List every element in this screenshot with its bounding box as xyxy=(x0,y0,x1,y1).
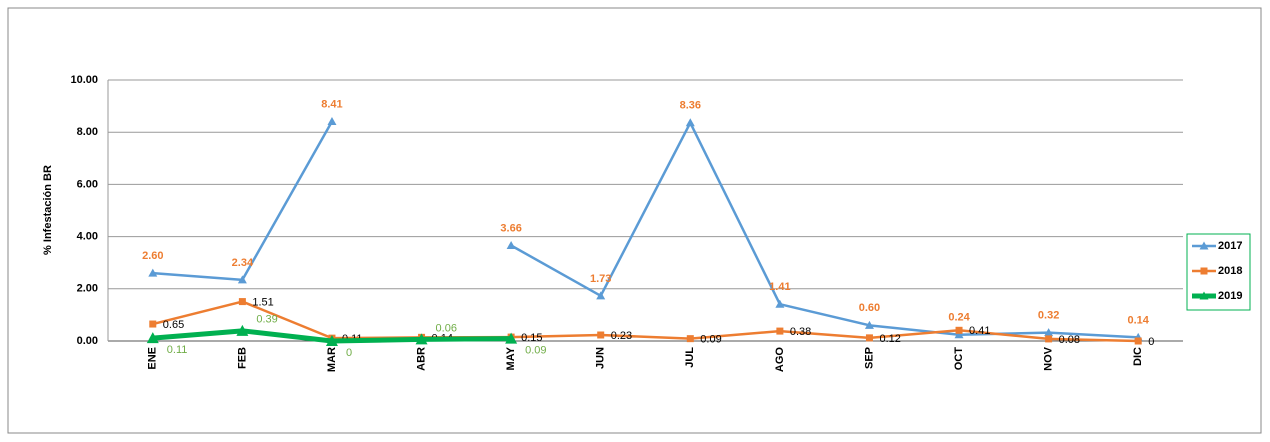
x-tick-label: MAR xyxy=(326,347,338,372)
point-marker xyxy=(686,335,694,343)
point-marker xyxy=(776,327,784,335)
data-label: 1.41 xyxy=(769,281,790,293)
data-label: 0.15 xyxy=(521,332,542,344)
data-label: 1.73 xyxy=(590,273,611,285)
y-tick-label: 10.00 xyxy=(70,74,98,86)
point-marker xyxy=(1044,328,1054,337)
point-marker xyxy=(505,332,518,344)
point-marker xyxy=(327,116,337,125)
data-label: 0.32 xyxy=(1038,310,1059,322)
data-label: 0.06 xyxy=(436,322,457,334)
point-marker xyxy=(597,331,605,339)
point-marker xyxy=(146,332,159,344)
data-label: 0.41 xyxy=(969,325,990,337)
point-marker xyxy=(506,240,516,249)
data-label: 2.60 xyxy=(142,250,163,262)
x-tick-label: FEB xyxy=(236,347,248,369)
data-label: 0.14 xyxy=(1127,314,1149,326)
data-label: 0.60 xyxy=(859,302,880,314)
x-tick-label: ABR xyxy=(415,347,427,371)
data-label: 0.08 xyxy=(1059,334,1080,346)
y-tick-label: 4.00 xyxy=(77,231,98,243)
data-label: 0.65 xyxy=(163,319,184,331)
point-marker xyxy=(955,326,963,334)
x-tick-label: SEP xyxy=(863,347,875,369)
point-marker xyxy=(775,299,785,308)
y-tick-label: 0.00 xyxy=(77,335,98,347)
point-marker xyxy=(236,324,249,336)
x-tick-label: ENE xyxy=(147,347,159,370)
point-marker xyxy=(954,330,964,339)
x-tick-label: JUL xyxy=(684,347,696,368)
data-label: 0 xyxy=(346,347,352,359)
data-label: 1.51 xyxy=(252,296,273,308)
data-label: 0.12 xyxy=(879,333,900,345)
data-label: 0 xyxy=(1148,336,1154,348)
point-marker xyxy=(149,320,157,328)
data-label: 0.23 xyxy=(611,330,632,342)
y-tick-label: 6.00 xyxy=(77,178,98,190)
point-marker xyxy=(865,334,873,342)
chart-border xyxy=(7,7,1262,434)
data-label: 0.09 xyxy=(525,345,546,357)
y-tick-label: 2.00 xyxy=(77,283,98,295)
x-tick-label: NOV xyxy=(1043,346,1055,371)
point-marker xyxy=(864,320,874,329)
point-marker xyxy=(237,275,247,284)
x-tick-label: JUN xyxy=(595,347,607,369)
x-tick-label: OCT xyxy=(953,347,965,371)
point-marker xyxy=(596,291,606,300)
point-marker xyxy=(415,333,428,345)
x-tick-label: DIC xyxy=(1132,347,1144,366)
data-label: 2.34 xyxy=(232,257,254,269)
legend-marker xyxy=(1199,291,1209,300)
legend-label: 2017 xyxy=(1218,240,1242,252)
data-label: 8.41 xyxy=(321,98,342,110)
data-label: 0.11 xyxy=(167,344,188,356)
data-label: 3.66 xyxy=(500,222,521,234)
x-tick-label: AGO xyxy=(774,347,786,373)
data-label: 0.09 xyxy=(700,334,721,346)
point-marker xyxy=(238,298,246,306)
series-line xyxy=(152,300,1139,343)
data-label: 0.24 xyxy=(948,312,970,324)
point-marker xyxy=(685,118,695,127)
data-label: 0.38 xyxy=(790,326,811,338)
point-marker xyxy=(325,335,338,346)
data-label: 0.39 xyxy=(256,314,277,326)
legend-marker xyxy=(1200,267,1208,275)
legend-label: 2019 xyxy=(1218,290,1242,302)
point-marker xyxy=(1134,337,1142,345)
legend-label: 2018 xyxy=(1218,265,1242,277)
x-tick-label: MAY xyxy=(505,346,517,370)
y-tick-label: 8.00 xyxy=(77,126,98,138)
y-axis-title: % Infestación BR xyxy=(42,165,54,255)
point-marker xyxy=(1045,335,1053,343)
data-label: 8.36 xyxy=(680,100,701,112)
legend-marker xyxy=(1199,241,1209,250)
point-marker xyxy=(148,268,158,277)
